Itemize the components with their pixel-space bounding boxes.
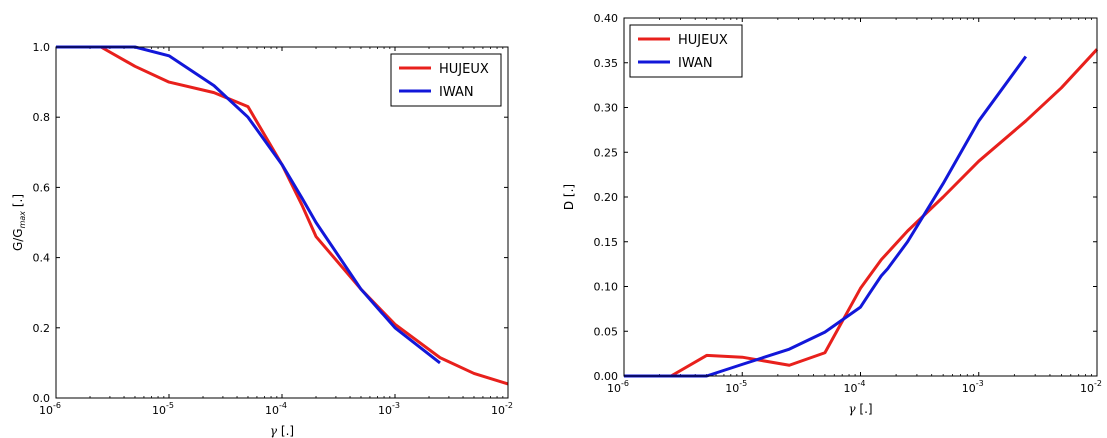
chart-modulus-reduction: 10-6 10-5 10-4 10-3 10-2 0.0 0.2 0.4 0.6 0.8 1.0 HU… [11, 41, 513, 438]
y-tick-label: 0.40 [594, 12, 619, 25]
x-tick-label: 10-2 [1080, 379, 1102, 395]
y-tick-label: 0.15 [594, 236, 619, 249]
y-tick-label: 0.35 [594, 57, 619, 70]
x-tick-label: 10-3 [378, 401, 400, 417]
legend-box [629, 24, 743, 78]
y-axis-label: D [.] [562, 184, 576, 210]
y-axis-label: G/Gmax [.] [11, 194, 27, 251]
x-tick-label: 10-4 [265, 401, 287, 417]
x-tick-label: 10-6 [607, 379, 629, 395]
y-tick-label: 0.25 [594, 146, 619, 159]
y-tick-label: 0.0 [33, 392, 51, 405]
y-tick-label: 0.30 [594, 102, 619, 115]
x-tick-label: 10-6 [39, 401, 61, 417]
y-tick-label: 0.2 [33, 322, 51, 335]
series-line-iwan [56, 45, 441, 365]
y-tick-label: 0.05 [594, 325, 619, 338]
y-tick-label: 0.6 [33, 181, 51, 194]
legend-label-hujeux: HUJEUX [439, 62, 489, 77]
y-tick-label: 0.00 [594, 370, 619, 383]
x-tick-label: 10-2 [491, 401, 513, 417]
x-tick-label: 10-5 [152, 401, 174, 417]
plot-frame [55, 46, 509, 399]
legend-label-iwan: IWAN [439, 85, 474, 100]
plot-frame [623, 17, 1098, 377]
series-line-hujeux [624, 48, 1099, 378]
x-axis-label: γ [.] [848, 402, 872, 416]
y-tick-label: 0.8 [33, 111, 51, 124]
legend-label-iwan: IWAN [678, 56, 713, 71]
y-tick-label: 0.20 [594, 191, 619, 204]
y-tick-label: 0.10 [594, 281, 619, 294]
series-line-hujeux [56, 45, 509, 386]
y-tick-label: 0.4 [33, 252, 51, 265]
chart-damping-ratio: 10-6 10-5 10-4 10-3 10-2 0.00 0.05 0.10 0.15 0.20… [562, 12, 1102, 416]
legend-box [390, 53, 502, 107]
y-tick-label: 1.0 [33, 41, 51, 54]
x-axis-label: γ [.] [270, 424, 294, 438]
legend-label-hujeux: HUJEUX [678, 33, 728, 48]
x-tick-label: 10-5 [725, 379, 747, 395]
series-line-iwan [624, 55, 1028, 378]
x-tick-label: 10-4 [844, 379, 866, 395]
x-tick-label: 10-3 [962, 379, 984, 395]
